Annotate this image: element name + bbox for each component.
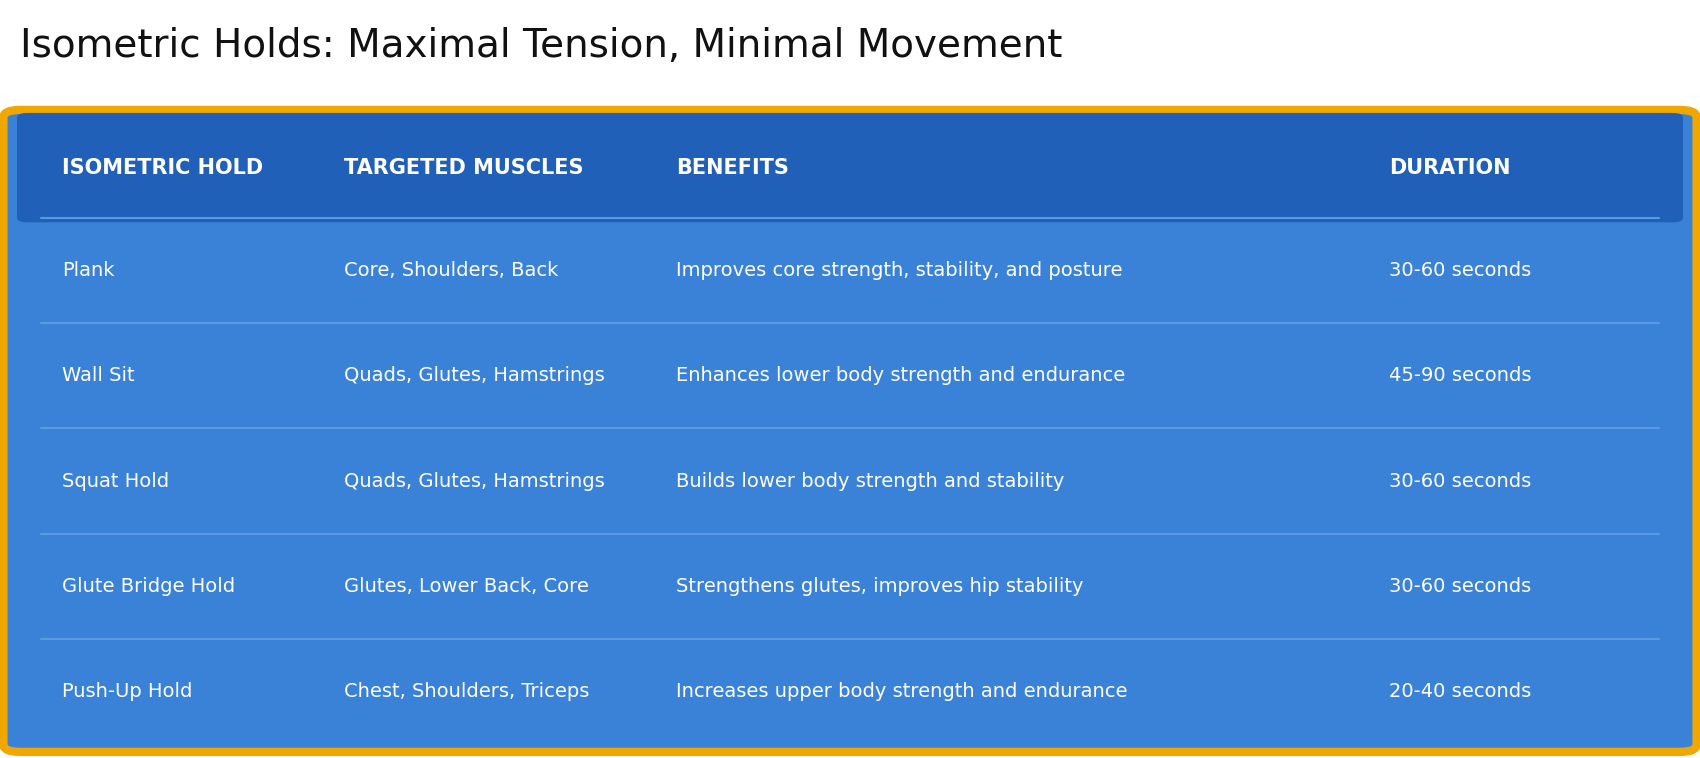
FancyBboxPatch shape	[3, 110, 1697, 752]
Text: Glute Bridge Hold: Glute Bridge Hold	[61, 577, 235, 596]
Text: 30-60 seconds: 30-60 seconds	[1389, 471, 1532, 490]
Text: Improves core strength, stability, and posture: Improves core strength, stability, and p…	[677, 261, 1122, 280]
Text: Isometric Holds: Maximal Tension, Minimal Movement: Isometric Holds: Maximal Tension, Minima…	[20, 27, 1062, 64]
Text: Wall Sit: Wall Sit	[61, 366, 134, 385]
Text: Chest, Shoulders, Triceps: Chest, Shoulders, Triceps	[343, 682, 590, 701]
Text: 45-90 seconds: 45-90 seconds	[1389, 366, 1532, 385]
Text: Glutes, Lower Back, Core: Glutes, Lower Back, Core	[343, 577, 588, 596]
Text: Quads, Glutes, Hamstrings: Quads, Glutes, Hamstrings	[343, 471, 605, 490]
Text: ISOMETRIC HOLD: ISOMETRIC HOLD	[61, 158, 264, 177]
Text: TARGETED MUSCLES: TARGETED MUSCLES	[343, 158, 583, 177]
Text: Squat Hold: Squat Hold	[61, 471, 168, 490]
Text: BENEFITS: BENEFITS	[677, 158, 789, 177]
Text: DURATION: DURATION	[1389, 158, 1511, 177]
Text: Enhances lower body strength and endurance: Enhances lower body strength and enduran…	[677, 366, 1125, 385]
FancyBboxPatch shape	[17, 113, 1683, 222]
Text: Builds lower body strength and stability: Builds lower body strength and stability	[677, 471, 1064, 490]
Text: Quads, Glutes, Hamstrings: Quads, Glutes, Hamstrings	[343, 366, 605, 385]
Text: Increases upper body strength and endurance: Increases upper body strength and endura…	[677, 682, 1127, 701]
Text: 20-40 seconds: 20-40 seconds	[1389, 682, 1532, 701]
Text: Plank: Plank	[61, 261, 114, 280]
Text: Strengthens glutes, improves hip stability: Strengthens glutes, improves hip stabili…	[677, 577, 1083, 596]
Text: 30-60 seconds: 30-60 seconds	[1389, 577, 1532, 596]
Text: 30-60 seconds: 30-60 seconds	[1389, 261, 1532, 280]
Text: Push-Up Hold: Push-Up Hold	[61, 682, 192, 701]
Text: Core, Shoulders, Back: Core, Shoulders, Back	[343, 261, 558, 280]
